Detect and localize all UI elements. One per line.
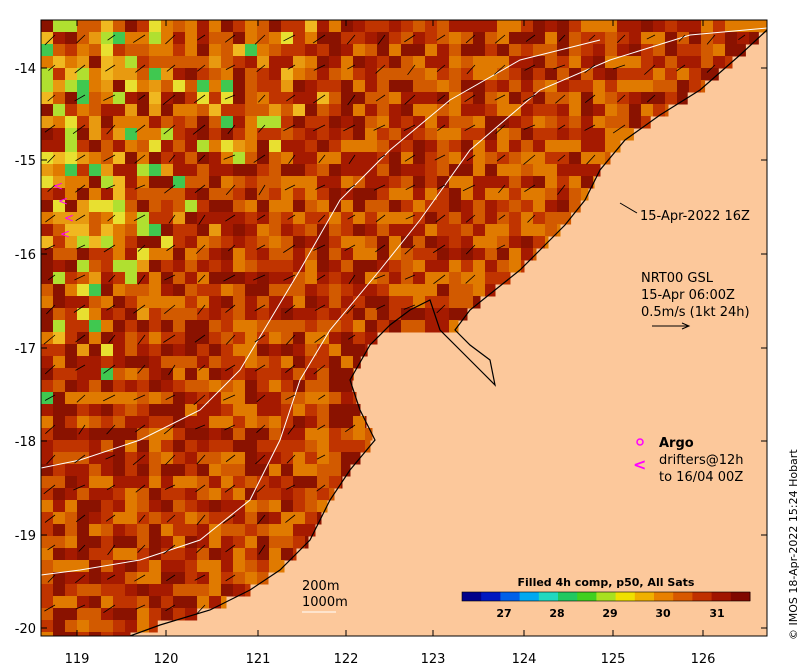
colorbar-tick: 29 [602, 607, 617, 620]
isobath-200-label: 200m [302, 579, 339, 594]
y-tick-label: -18 [15, 435, 36, 450]
colorbar-tick: 30 [655, 607, 671, 620]
colorbar-segment [462, 592, 482, 601]
drifter-legend-icon: < [633, 455, 646, 474]
x-tick-label: 121 [246, 652, 271, 667]
colorbar-segment [730, 592, 751, 601]
colorbar-tick: 28 [549, 607, 564, 620]
y-tick-label: -19 [15, 529, 36, 544]
isobath-1000-label: 1000m [302, 595, 348, 610]
x-tick-label: 123 [421, 652, 446, 667]
isobath-200m [41, 27, 767, 576]
x-tick-label: 126 [691, 652, 716, 667]
plot-frame [40, 19, 768, 637]
colorbar-title: Filled 4h comp, p50, All Sats [518, 576, 695, 589]
colorbar-tick: 27 [496, 607, 511, 620]
colorbar-segment [692, 592, 713, 601]
coastline [129, 29, 767, 636]
date-pointer [619, 202, 638, 214]
drifters-label-line2: to 16/04 00Z [659, 470, 743, 485]
x-tick-label: 125 [601, 652, 626, 667]
colorbar-segment [500, 592, 521, 601]
colorbar-segment [481, 592, 501, 601]
colorbar-segment [615, 592, 636, 601]
y-tick-label: -20 [15, 622, 36, 637]
current-vectors [43, 34, 746, 615]
argo-marker: < [58, 194, 68, 208]
colorbar-segment [519, 592, 540, 601]
colorbar-tick: 31 [709, 607, 724, 620]
colorbar-segment [596, 592, 617, 601]
colorbar [462, 592, 751, 601]
scale-arrow [652, 322, 691, 330]
colorbar-segment [654, 592, 674, 601]
colorbar-segment [634, 592, 655, 601]
x-axis: 119 120 121 122 123 124 125 126 [65, 20, 716, 667]
date-label: 15-Apr-2022 16Z [640, 209, 750, 224]
credit-label: © IMOS 18-Apr-2022 15:24 Hobart [787, 449, 800, 640]
y-tick-label: -15 [15, 154, 36, 169]
argo-markers: < < < < [53, 179, 74, 241]
colorbar-segment [711, 592, 732, 601]
colorbar-segment [673, 592, 693, 601]
x-tick-label: 120 [154, 652, 179, 667]
current-label-line2: 15-Apr 06:00Z [641, 288, 735, 303]
x-tick-label: 124 [512, 652, 537, 667]
argo-marker: < [60, 227, 70, 241]
current-label-line1: NRT00 GSL [641, 271, 714, 286]
colorbar-segment [577, 592, 597, 601]
x-tick-label: 119 [65, 652, 90, 667]
y-tick-label: -16 [15, 248, 36, 263]
colorbar-segment [538, 592, 559, 601]
colorbar-segment [558, 592, 578, 601]
colorbar-frame [461, 591, 751, 602]
current-label-line3: 0.5m/s (1kt 24h) [641, 305, 750, 320]
argo-legend-label: Argo [659, 436, 694, 451]
y-axis: -14 -15 -16 -17 -18 -19 -20 [15, 62, 767, 637]
isobath-1000m [41, 39, 601, 469]
y-tick-label: -14 [15, 62, 36, 77]
argo-marker: < [64, 211, 74, 225]
map-area: < < < < [41, 20, 767, 636]
y-tick-label: -17 [15, 342, 36, 357]
argo-marker: < [53, 179, 63, 193]
sst-field [41, 20, 767, 636]
drifters-label-line1: drifters@12h [659, 453, 744, 468]
argo-legend-icon [636, 438, 644, 446]
x-tick-label: 122 [334, 652, 359, 667]
